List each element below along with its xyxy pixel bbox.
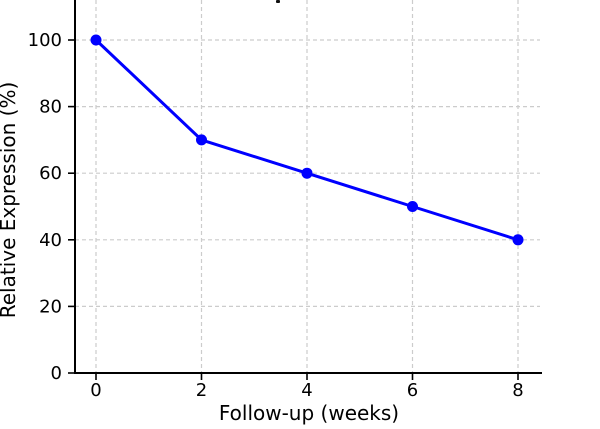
data-point <box>512 234 524 246</box>
x-tick-label: 2 <box>196 380 207 401</box>
axes <box>74 0 542 374</box>
data-series <box>90 34 524 246</box>
data-point <box>196 134 207 146</box>
gridlines <box>75 0 540 373</box>
y-axis-label: Relative Expression (%) <box>0 82 20 319</box>
data-point <box>301 167 313 179</box>
y-tick-label: 100 <box>28 30 62 51</box>
y-tick-label: 60 <box>39 163 62 184</box>
y-tick-label: 40 <box>39 230 62 251</box>
tick-labels: 0 20 40 60 80 100 0 2 4 6 8 <box>28 30 524 401</box>
x-tick-label: 6 <box>407 380 418 401</box>
tick-marks <box>68 39 519 380</box>
y-tick-label: 0 <box>51 363 62 384</box>
title-fragment <box>276 0 280 3</box>
data-point <box>407 201 418 212</box>
data-line <box>94 38 520 242</box>
axis-labels: Follow-up (weeks) Relative Expression (%) <box>0 82 399 425</box>
y-tick-label: 80 <box>39 97 62 118</box>
x-tick-label: 4 <box>301 380 312 401</box>
x-axis-label: Follow-up (weeks) <box>219 401 399 425</box>
y-tick-label: 20 <box>39 296 62 317</box>
x-tick-label: 0 <box>90 380 101 401</box>
data-point <box>90 34 102 46</box>
x-tick-label: 8 <box>512 380 523 401</box>
